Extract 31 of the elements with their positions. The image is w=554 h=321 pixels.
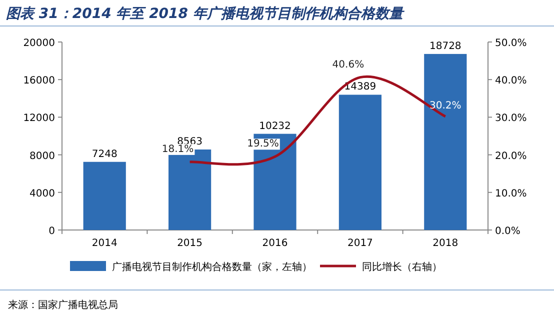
y-tick-label: 16000 <box>23 76 55 87</box>
y2-tick-label: 10.0% <box>495 188 527 200</box>
y-tick-label: 4000 <box>30 188 55 200</box>
data-label: 7248 <box>92 148 118 160</box>
x-tick-label: 2015 <box>177 238 203 249</box>
y-tick-label: 0 <box>48 226 55 237</box>
y2-tick-label: 20.0% <box>495 150 527 162</box>
x-tick-label: 2018 <box>432 238 458 249</box>
chart-title: 图表 31：2014 年至 2018 年广播电视节目制作机构合格数量 <box>6 5 405 22</box>
legend-label: 同比增长（右轴） <box>362 261 442 273</box>
bar <box>338 94 382 230</box>
source-note: 来源：国家广播电视总局 <box>8 299 118 311</box>
bar <box>424 54 467 230</box>
data-label: 30.2% <box>430 100 462 112</box>
x-tick-label: 2016 <box>262 238 288 249</box>
x-tick-label: 2017 <box>347 238 373 249</box>
y2-tick-label: 50.0% <box>495 38 527 49</box>
y-tick-label: 12000 <box>23 113 55 124</box>
data-label: 40.6% <box>332 59 364 70</box>
data-label: 10232 <box>259 120 291 132</box>
legend-label: 广播电视节目制作机构合格数量（家，左轴） <box>112 261 312 273</box>
y-tick-label: 20000 <box>23 38 55 49</box>
y-tick-label: 8000 <box>30 150 55 162</box>
data-label: 18728 <box>429 40 462 52</box>
data-label: 14389 <box>344 82 376 93</box>
x-tick-label: 2014 <box>92 238 118 249</box>
data-label: 19.5% <box>247 138 279 150</box>
y2-tick-label: 0.0% <box>495 226 520 237</box>
y2-tick-label: 40.0% <box>495 76 527 87</box>
bar <box>83 162 126 230</box>
y2-tick-label: 30.0% <box>495 113 527 124</box>
